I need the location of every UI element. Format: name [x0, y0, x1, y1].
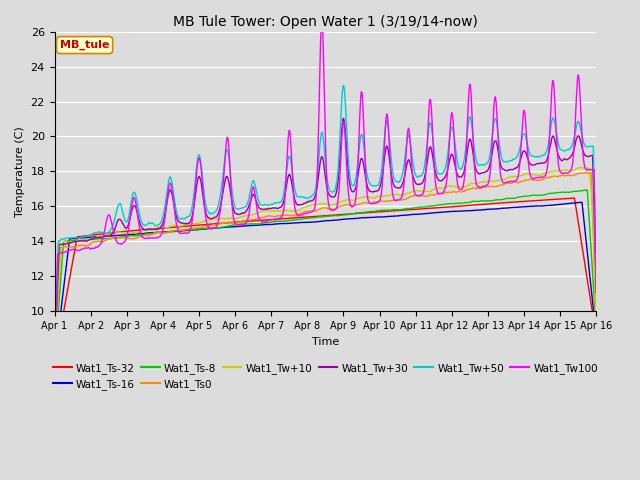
Y-axis label: Temperature (C): Temperature (C) [15, 126, 25, 217]
X-axis label: Time: Time [312, 336, 339, 347]
Title: MB Tule Tower: Open Water 1 (3/19/14-now): MB Tule Tower: Open Water 1 (3/19/14-now… [173, 15, 478, 29]
Text: MB_tule: MB_tule [60, 40, 109, 50]
Legend: Wat1_Ts-32, Wat1_Ts-16, Wat1_Ts-8, Wat1_Ts0, Wat1_Tw+10, Wat1_Tw+30, Wat1_Tw+50,: Wat1_Ts-32, Wat1_Ts-16, Wat1_Ts-8, Wat1_… [49, 359, 602, 394]
